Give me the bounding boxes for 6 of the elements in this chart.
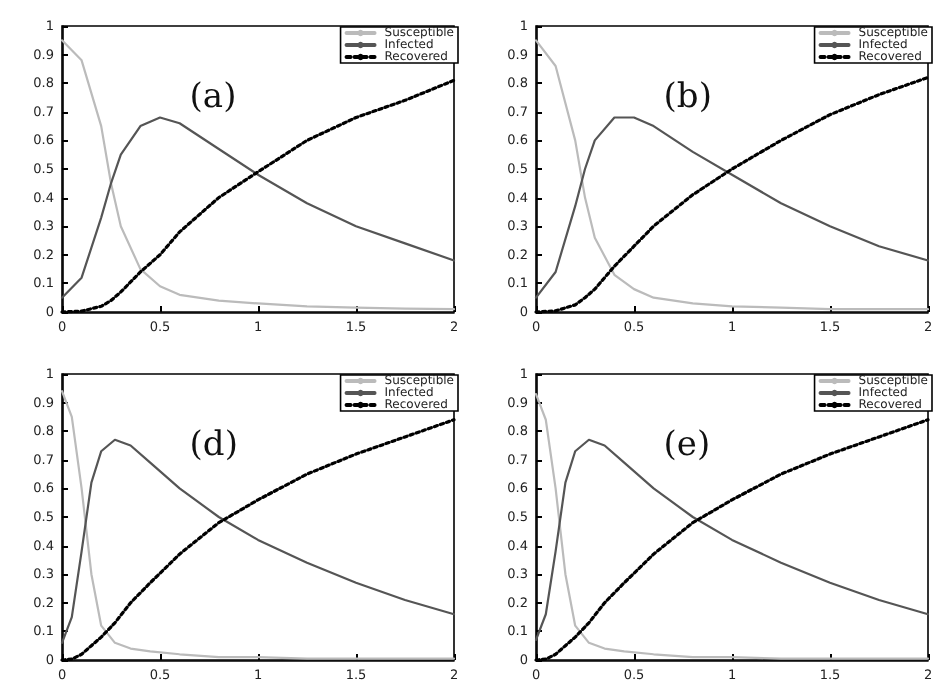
annotation: (a): [189, 77, 237, 117]
line-series: [60, 116, 456, 299]
annotation: (d): [189, 425, 238, 465]
annotation: (b): [663, 77, 712, 117]
annotation: (e): [663, 425, 711, 465]
line-series: [534, 116, 930, 299]
